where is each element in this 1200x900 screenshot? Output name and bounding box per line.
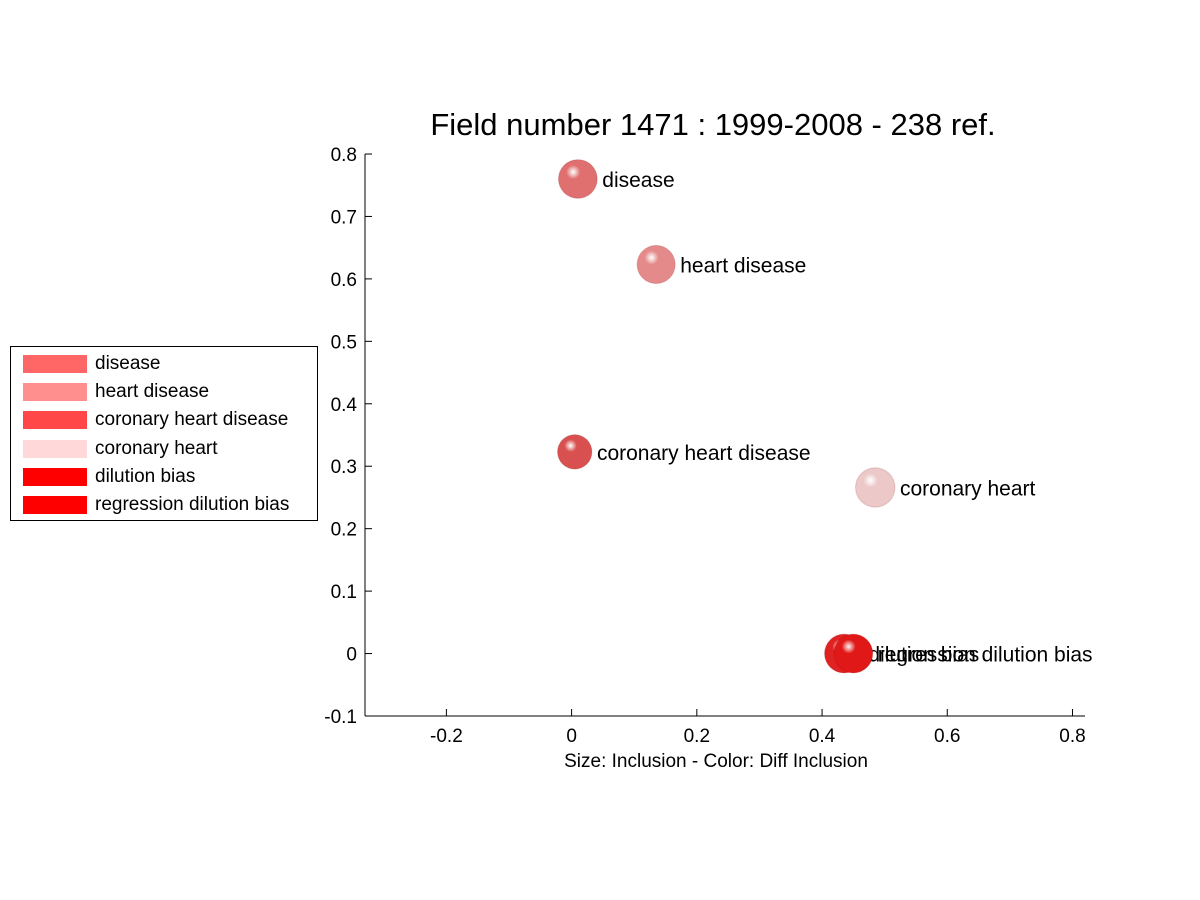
y-tick-label: 0.8 <box>331 145 357 166</box>
legend-item: heart disease <box>23 381 209 403</box>
data-point <box>557 434 593 470</box>
legend-swatch <box>23 440 87 458</box>
legend-label: coronary heart <box>95 438 218 459</box>
legend-label: dilution bias <box>95 466 196 487</box>
legend-swatch <box>23 468 87 486</box>
y-tick-label: 0.2 <box>331 520 357 541</box>
legend-label: coronary heart disease <box>95 409 289 430</box>
y-tick-label: 0.5 <box>331 332 357 353</box>
data-label: regression dilution bias <box>878 644 1093 667</box>
data-point <box>557 159 598 199</box>
chart-title: Field number 1471 : 1999-2008 - 238 ref. <box>430 107 995 142</box>
ticks: -0.2 0 0.2 0.4 0.6 0.8 -0.1 0 0.1 0.2 0.3 0.4 0.5 0.6… <box>324 145 1085 747</box>
data-point <box>833 633 874 674</box>
legend-label: regression dilution bias <box>95 494 290 515</box>
legend-item: disease <box>23 353 161 375</box>
legend-swatch <box>23 496 87 514</box>
legend-swatch <box>23 411 87 429</box>
legend-item: coronary heart <box>23 438 218 460</box>
x-tick-label: 0.8 <box>1059 726 1085 747</box>
axes <box>364 154 1085 717</box>
legend: disease heart disease coronary heart dis… <box>10 346 318 521</box>
data-point <box>636 244 676 285</box>
x-tick-label: -0.2 <box>430 726 463 747</box>
y-tick-label: 0.6 <box>331 270 357 291</box>
legend-item: coronary heart disease <box>23 409 288 431</box>
data-point <box>855 467 896 508</box>
legend-item: regression dilution bias <box>23 494 289 516</box>
y-tick-label: 0.3 <box>331 457 357 478</box>
x-tick-label: 0 <box>566 726 577 747</box>
y-tick-label: 0.7 <box>331 207 357 228</box>
legend-swatch <box>23 355 87 373</box>
y-tick-label: -0.1 <box>324 707 357 728</box>
data-label: coronary heart disease <box>597 442 811 465</box>
data-label: disease <box>602 169 674 192</box>
legend-item: dilution bias <box>23 466 195 488</box>
points: disease heart disease coronary heart disea… <box>557 159 1093 674</box>
legend-label: heart disease <box>95 381 210 402</box>
y-tick-label: 0.4 <box>331 395 358 416</box>
legend-swatch <box>23 383 87 401</box>
data-label: dilution bias <box>868 644 979 667</box>
data-label: heart disease <box>680 255 806 278</box>
y-tick-label: 0.1 <box>331 582 357 603</box>
y-tick-label: 0 <box>346 645 357 666</box>
legend-label: disease <box>95 353 161 374</box>
x-tick-label: 0.4 <box>809 726 836 747</box>
x-tick-label: 0.2 <box>684 726 710 747</box>
x-tick-label: 0.6 <box>934 726 960 747</box>
data-label: coronary heart <box>900 477 1036 500</box>
x-axis-label: Size: Inclusion - Color: Diff Inclusion <box>564 751 868 772</box>
